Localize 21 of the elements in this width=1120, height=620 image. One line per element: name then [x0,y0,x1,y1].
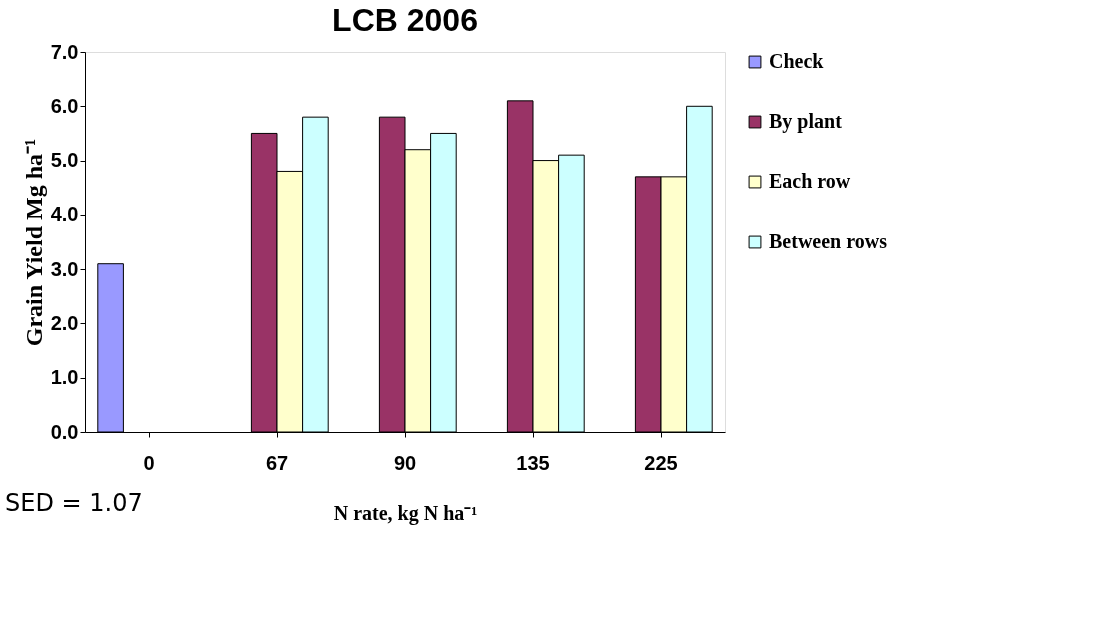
legend-label: Between rows [769,230,888,252]
legend-label: Check [769,50,825,72]
text: SED = 1.07 [5,489,143,517]
y-tick-label: 4.0 [50,203,79,226]
legend-label: By plant [769,110,843,133]
y-tick-label: 3.0 [50,257,79,280]
y-tick-label: 2.0 [50,311,79,334]
chart-title: LCB 2006 [332,2,478,38]
x-tick-label: 90 [393,451,417,474]
x-tick-label: 225 [644,451,678,474]
y-tick-label: 0.0 [50,420,79,443]
y-tick-label: 7.0 [50,40,79,63]
y-tick-label: 6.0 [50,94,79,117]
y-tick-label: 1.0 [50,366,79,389]
x-tick-label: 0 [143,451,155,474]
y-tick-label: 5.0 [50,149,79,172]
x-axis-title: N rate, kg N ha⁻¹ [333,501,478,525]
x-tick-label: 67 [265,451,289,474]
x-tick-label: 135 [516,451,550,474]
y-axis-title: Grain Yield Mg ha⁻¹ [20,138,47,347]
legend-label: Each row [769,170,851,192]
